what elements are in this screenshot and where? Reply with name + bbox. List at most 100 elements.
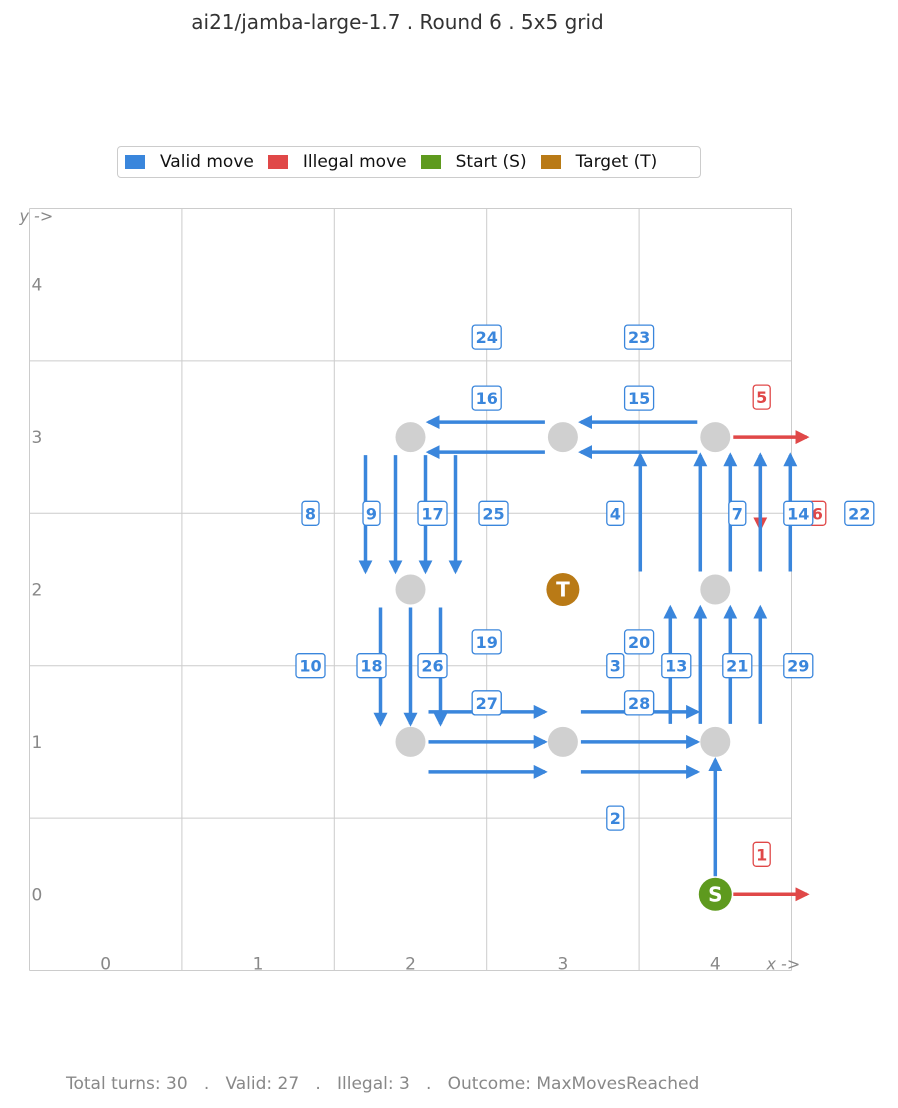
move-number-text: 16: [476, 389, 498, 408]
move-number-label: 26: [417, 653, 448, 679]
move-number-box: [783, 653, 814, 679]
x-tick-label: 1: [253, 955, 264, 975]
move-number-label: 2: [606, 805, 625, 831]
move-number-text: 1: [756, 845, 767, 864]
move-number-text: 8: [305, 504, 316, 523]
move-number-text: 29: [787, 657, 809, 676]
move-number-label: 28: [623, 690, 655, 716]
move-number-text: 7: [732, 504, 743, 523]
visited-cell-marker: [395, 422, 426, 453]
move-number-label: 5: [752, 384, 771, 410]
move-number-label: 4: [606, 500, 625, 526]
move-number-text: 4: [610, 504, 621, 523]
legend-swatch-illegal: [267, 155, 288, 169]
move-number-text: 25: [482, 504, 504, 523]
start-marker-label: S: [708, 882, 722, 906]
move-number-label: 29: [783, 653, 814, 679]
move-number-box: [844, 500, 875, 526]
legend-swatch-valid: [125, 155, 145, 169]
y-tick-label: 1: [32, 733, 43, 753]
move-number-text: 2: [610, 809, 621, 828]
visited-cell-marker: [700, 422, 731, 453]
visited-cell-marker: [700, 726, 731, 757]
move-number-label: 22: [844, 500, 875, 526]
move-number-label: 27: [471, 690, 502, 716]
page-title: ai21/jamba-large-1.7 . Round 6 . 5x5 gri…: [191, 10, 604, 34]
visited-cell-marker: [395, 574, 426, 605]
move-number-box: [301, 500, 320, 526]
move-number-label: 1: [752, 841, 771, 867]
move-number-box: [295, 653, 326, 679]
visited-cell-marker: [547, 726, 578, 757]
legend-label-start: Start (S): [455, 152, 527, 172]
move-number-label: 19: [471, 629, 502, 655]
move-number-text: 14: [787, 504, 809, 523]
visited-cell-marker: [395, 726, 426, 757]
move-number-box: [606, 500, 625, 526]
y-tick-label: 4: [32, 276, 43, 296]
move-number-box: [623, 324, 655, 350]
x-tick-label: 3: [557, 955, 568, 975]
move-number-label: 3: [606, 653, 625, 679]
move-number-box: [417, 653, 448, 679]
move-number-text: 28: [628, 694, 650, 713]
move-number-box: [471, 324, 502, 350]
move-number-box: [362, 500, 381, 526]
move-number-label: 25: [478, 500, 509, 526]
move-number-box: [623, 629, 655, 655]
move-number-label: 20: [623, 629, 655, 655]
move-number-text: 26: [421, 657, 443, 676]
legend-swatch-target: [540, 155, 561, 169]
target-marker: [546, 573, 580, 606]
move-number-label: 23: [623, 324, 655, 350]
move-number-text: 22: [848, 504, 870, 523]
game-summary: Total turns: 30 . Valid: 27 . Illegal: 3…: [66, 1074, 700, 1094]
move-number-box: [752, 841, 771, 867]
move-number-text: 6: [812, 504, 823, 523]
move-number-label: 21: [722, 653, 753, 679]
move-number-box: [471, 385, 502, 411]
move-number-text: 10: [299, 657, 321, 676]
move-number-label: 16: [471, 385, 502, 411]
move-number-text: 24: [476, 328, 498, 347]
legend-label-valid: Valid move: [160, 152, 254, 172]
legend-item-valid: Valid move: [125, 152, 254, 172]
move-number-text: 23: [628, 328, 650, 347]
move-number-text: 18: [360, 657, 382, 676]
move-number-label: 15: [623, 385, 655, 411]
move-number-label: 13: [661, 653, 692, 679]
move-number-text: 20: [628, 633, 650, 652]
move-number-text: 3: [610, 657, 621, 676]
move-number-label: 17: [417, 500, 448, 526]
legend-item-target: Target (T): [540, 152, 657, 172]
y-tick-label: 0: [32, 885, 43, 905]
move-number-box: [661, 653, 692, 679]
move-number-box: [623, 385, 655, 411]
move-number-text: 27: [476, 694, 498, 713]
move-number-text: 13: [665, 657, 687, 676]
move-number-label: 10: [295, 653, 326, 679]
legend-item-start: Start (S): [420, 152, 527, 172]
target-marker-label: T: [556, 578, 570, 602]
y-axis-label: y ->: [19, 207, 54, 226]
legend-swatch-start: [420, 155, 441, 169]
move-number-box: [471, 690, 502, 716]
move-number-box: [417, 500, 448, 526]
move-number-box: [728, 500, 747, 526]
move-number-text: 5: [756, 388, 767, 407]
move-number-text: 9: [366, 504, 377, 523]
move-number-label: 24: [471, 324, 502, 350]
legend-label-illegal: Illegal move: [302, 152, 407, 172]
move-number-box: [752, 384, 771, 410]
move-number-box: [478, 500, 509, 526]
y-tick-label: 2: [32, 581, 43, 601]
move-number-label: 14: [783, 500, 814, 526]
visited-cell-marker: [547, 422, 578, 453]
y-tick-label: 3: [32, 428, 43, 448]
move-number-box: [471, 629, 502, 655]
x-axis-label: x ->: [766, 955, 801, 974]
visited-cell-marker: [700, 574, 731, 605]
move-number-text: 15: [628, 389, 650, 408]
move-number-box: [606, 805, 625, 831]
